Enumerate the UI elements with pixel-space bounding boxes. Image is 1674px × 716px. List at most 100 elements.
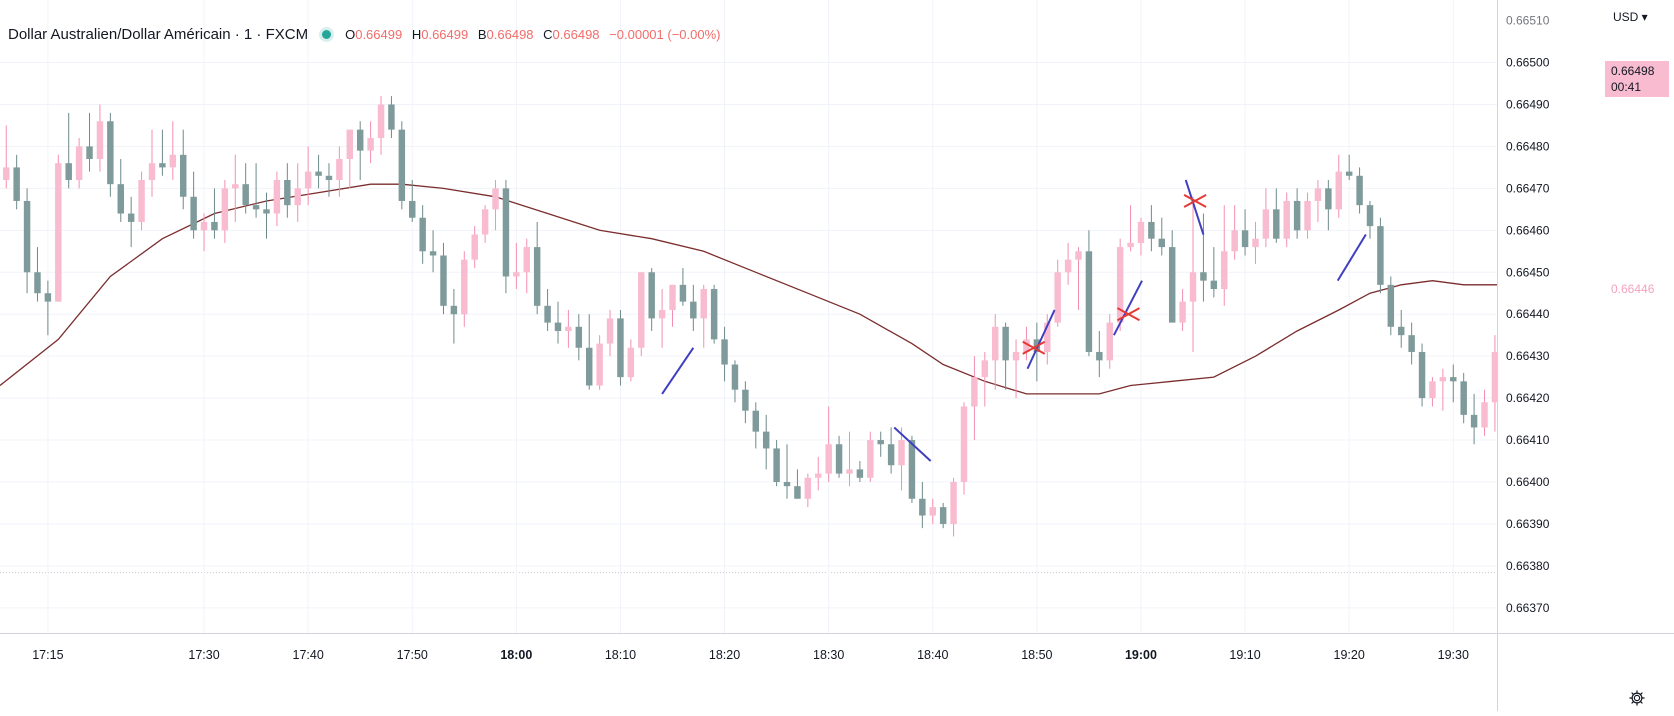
current-price-badge: 0.66498 00:41 — [1605, 60, 1669, 97]
candle-body — [367, 138, 374, 151]
candle — [3, 125, 10, 189]
candle — [55, 154, 62, 302]
candle — [1116, 238, 1124, 331]
moving-average-line — [0, 183, 1497, 395]
candle-body — [565, 326, 572, 331]
candle-body — [1231, 230, 1238, 252]
price-tick-label: 0.66450 — [1506, 265, 1550, 279]
candle-body — [1189, 272, 1197, 302]
candle-body — [1116, 247, 1124, 323]
candle — [1408, 322, 1415, 365]
price-tick-label: 0.66420 — [1506, 391, 1550, 405]
candle-body — [13, 167, 20, 201]
candle — [1491, 335, 1499, 432]
candle-body — [461, 259, 468, 315]
candle — [710, 284, 718, 344]
candle — [1137, 217, 1145, 256]
candle-body — [575, 326, 583, 348]
candle-body — [1002, 326, 1009, 361]
candle-body — [419, 217, 426, 252]
candle-body — [55, 163, 62, 302]
candle — [762, 414, 770, 470]
candle-body — [169, 154, 177, 168]
chart-legend: Dollar Australien/Dollar Américain · 1 ·… — [8, 26, 720, 43]
candle-body — [44, 293, 52, 302]
candle — [867, 431, 874, 482]
trend-line-drawing — [1184, 179, 1205, 235]
candle-body — [1221, 251, 1228, 290]
candle — [950, 477, 957, 537]
candle — [1096, 330, 1103, 378]
candle — [179, 129, 187, 210]
candle-body — [1491, 351, 1499, 403]
price-tick-label: 0.66470 — [1506, 181, 1550, 195]
candle-body — [898, 440, 905, 466]
candle-body — [908, 440, 916, 499]
candle-body — [1429, 381, 1436, 399]
candle — [34, 247, 41, 302]
candle-body — [1054, 272, 1061, 323]
time-tick-label: 17:30 — [188, 648, 219, 662]
candle — [908, 435, 916, 503]
candle-body — [1012, 351, 1020, 361]
candle — [211, 188, 218, 239]
candle — [65, 112, 72, 189]
candle-body — [1106, 322, 1113, 361]
high-label: H — [411, 27, 422, 42]
currency-menu-button[interactable]: USD ▾ — [1613, 10, 1648, 24]
candle — [388, 96, 395, 139]
candle-body — [263, 209, 270, 214]
gear-icon[interactable] — [1628, 689, 1646, 707]
candle-body — [377, 104, 385, 139]
candle-body — [835, 444, 843, 474]
candle — [190, 171, 197, 239]
candle-body — [1262, 209, 1270, 239]
candle-body — [638, 272, 645, 348]
candle — [1283, 192, 1290, 248]
candle — [336, 146, 343, 197]
candle-body — [1252, 238, 1259, 248]
candle-body — [617, 318, 624, 378]
candle-body — [34, 272, 41, 294]
candle — [315, 154, 322, 189]
candle — [429, 230, 437, 273]
candle-body — [148, 163, 156, 180]
candle — [929, 498, 936, 524]
symbol-title[interactable]: Dollar Australien/Dollar Américain · 1 ·… — [8, 26, 309, 43]
candle-body — [65, 163, 72, 180]
candle-body — [825, 444, 832, 474]
candle-body — [742, 389, 749, 411]
candle — [1106, 314, 1113, 369]
candle-body — [179, 154, 187, 197]
candle — [1273, 188, 1280, 243]
candle-body — [346, 129, 354, 160]
candle-body — [502, 188, 510, 277]
drawings-layer — [661, 179, 1367, 462]
candle-body — [710, 289, 718, 340]
candle — [846, 431, 853, 487]
candle — [450, 289, 458, 344]
candle — [1387, 276, 1395, 336]
candle — [13, 154, 20, 210]
candle — [377, 96, 385, 155]
candle — [1345, 154, 1353, 180]
candle-body — [138, 179, 145, 222]
candle — [523, 238, 530, 294]
candle-body — [1377, 226, 1384, 285]
candle — [1460, 372, 1467, 424]
candle-body — [232, 184, 239, 189]
candle — [1168, 230, 1176, 323]
candle-body — [794, 486, 801, 499]
candle-body — [846, 469, 853, 474]
candle — [1325, 179, 1332, 231]
candle — [1231, 205, 1238, 260]
candle — [617, 310, 624, 386]
cross-marker-drawing — [1116, 307, 1140, 322]
candle-body — [960, 406, 968, 482]
time-tick-label: 18:30 — [813, 648, 844, 662]
candle-body — [356, 129, 364, 151]
candle-body — [1387, 284, 1395, 327]
